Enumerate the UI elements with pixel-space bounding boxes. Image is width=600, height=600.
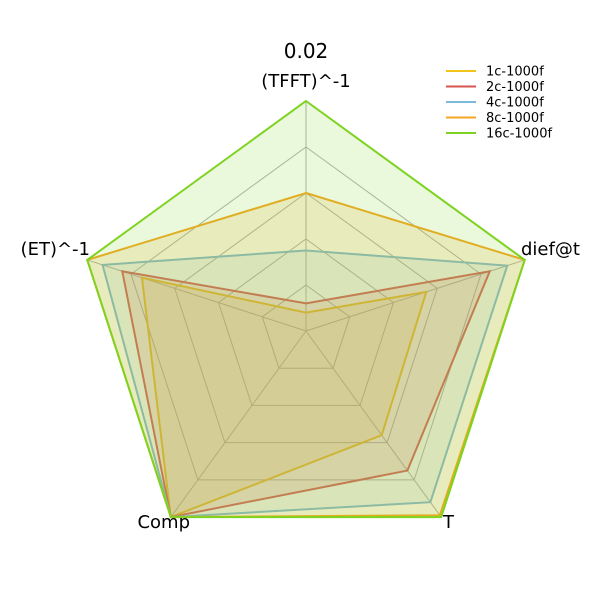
grid-ring-3 (174, 192, 438, 444)
legend-label-4c-1000f: 4c-1000f (486, 96, 544, 111)
series-4c-1000f (101, 249, 509, 519)
grid-ring-2 (217, 238, 395, 406)
axis-label-et: (ET)^-1 (21, 239, 90, 260)
axis-label-comp: Comp (137, 512, 190, 533)
legend-label-16c-1000f: 16c-1000f (486, 127, 552, 142)
grid-spoke-4 (170, 330, 307, 518)
grid-spoke-3 (305, 330, 442, 518)
grid-ring-1 (261, 284, 351, 369)
axis-label-t: T (442, 512, 455, 533)
series-16c-1000f (86, 99, 526, 519)
chart-title: 0.02 (284, 39, 329, 63)
radar-series (85, 99, 527, 519)
axis-label-dief: dief@t (521, 239, 580, 260)
legend-label-1c-1000f: 1c-1000f (486, 65, 544, 80)
legend: 1c-1000f2c-1000f4c-1000f8c-1000f16c-1000… (446, 65, 552, 142)
series-2c-1000f (120, 270, 492, 519)
grid-ring-4 (130, 146, 482, 481)
legend-label-8c-1000f: 8c-1000f (486, 111, 544, 126)
legend-label-2c-1000f: 2c-1000f (486, 80, 544, 95)
series-1c-1000f (140, 276, 428, 519)
axis-label-tfft: (TFFT)^-1 (261, 71, 350, 92)
